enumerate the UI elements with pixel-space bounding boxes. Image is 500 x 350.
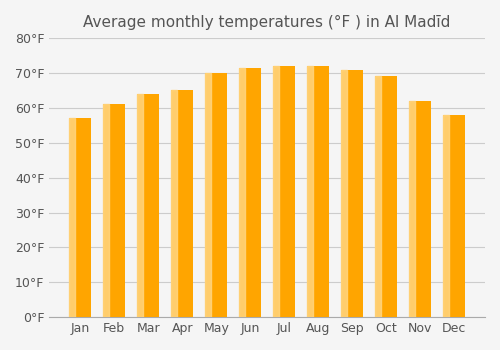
Bar xyxy=(341,70,346,317)
Bar xyxy=(205,73,210,317)
Bar xyxy=(307,66,329,317)
Bar xyxy=(443,115,448,317)
Bar xyxy=(443,115,465,317)
Bar xyxy=(171,90,176,317)
Bar xyxy=(239,68,261,317)
Bar xyxy=(137,94,142,317)
Bar xyxy=(375,77,380,317)
Bar xyxy=(69,118,74,317)
Bar xyxy=(69,118,92,317)
Bar xyxy=(239,68,244,317)
Bar xyxy=(103,104,108,317)
Bar xyxy=(375,77,397,317)
Bar xyxy=(137,94,159,317)
Bar xyxy=(103,104,126,317)
Bar xyxy=(273,66,295,317)
Bar xyxy=(409,101,414,317)
Bar xyxy=(341,70,363,317)
Bar xyxy=(409,101,431,317)
Bar xyxy=(307,66,312,317)
Bar xyxy=(171,90,193,317)
Title: Average monthly temperatures (°F ) in Al Madīd: Average monthly temperatures (°F ) in Al… xyxy=(84,15,451,30)
Bar xyxy=(273,66,278,317)
Bar xyxy=(205,73,227,317)
